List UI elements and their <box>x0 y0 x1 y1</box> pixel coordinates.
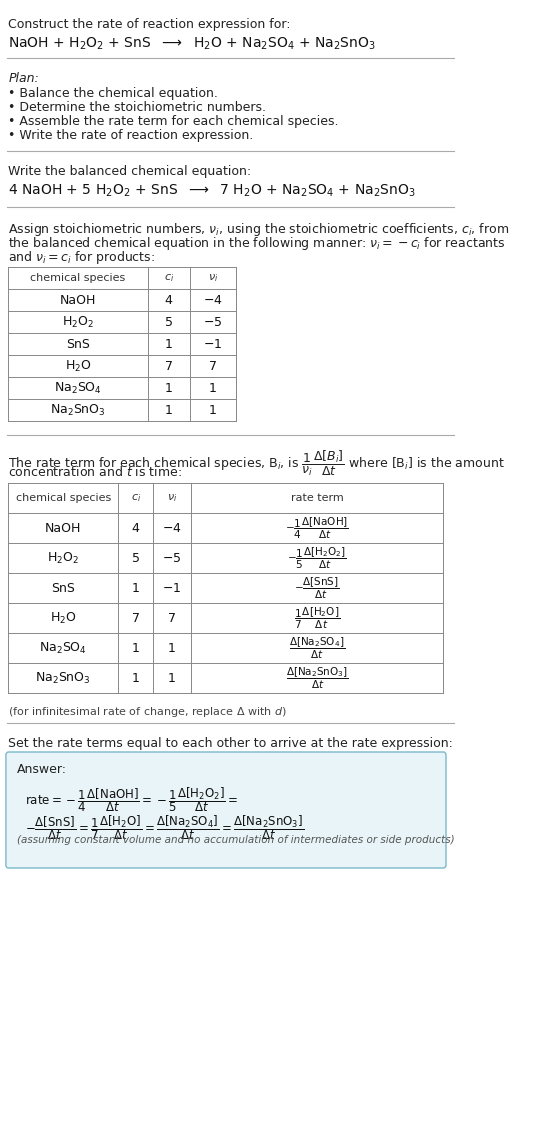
Text: 1: 1 <box>132 671 140 684</box>
Text: $c_i$: $c_i$ <box>130 492 141 504</box>
Text: 1: 1 <box>209 404 217 417</box>
Text: 1: 1 <box>165 338 173 351</box>
Text: (assuming constant volume and no accumulation of intermediates or side products): (assuming constant volume and no accumul… <box>17 835 454 846</box>
Text: (for infinitesimal rate of change, replace $\Delta$ with $d$): (for infinitesimal rate of change, repla… <box>8 706 287 719</box>
Text: $\dfrac{\Delta[\mathrm{Na_2SnO_3}]}{\Delta t}$: $\dfrac{\Delta[\mathrm{Na_2SnO_3}]}{\Del… <box>286 666 348 691</box>
Text: $-5$: $-5$ <box>203 315 223 329</box>
Text: NaOH: NaOH <box>60 294 96 306</box>
Text: Write the balanced chemical equation:: Write the balanced chemical equation: <box>8 165 252 178</box>
Text: $-1$: $-1$ <box>162 582 182 594</box>
Text: $-1$: $-1$ <box>203 338 223 351</box>
Text: SnS: SnS <box>66 338 90 351</box>
Text: Na$_2$SO$_4$: Na$_2$SO$_4$ <box>39 641 87 655</box>
Text: Plan:: Plan: <box>8 72 39 85</box>
Text: $c_i$: $c_i$ <box>163 272 174 283</box>
Text: 1: 1 <box>209 381 217 395</box>
Text: $-\dfrac{1}{5}\dfrac{\Delta[\mathrm{H_2O_2}]}{\Delta t}$: $-\dfrac{1}{5}\dfrac{\Delta[\mathrm{H_2O… <box>287 545 347 570</box>
Text: 1: 1 <box>168 642 176 654</box>
Text: $\dfrac{1}{7}\dfrac{\Delta[\mathrm{H_2O}]}{\Delta t}$: $\dfrac{1}{7}\dfrac{\Delta[\mathrm{H_2O}… <box>294 605 340 630</box>
Text: $-\dfrac{\Delta[\mathrm{SnS}]}{\Delta t}$: $-\dfrac{\Delta[\mathrm{SnS}]}{\Delta t}… <box>294 576 340 601</box>
Text: H$_2$O: H$_2$O <box>50 610 76 626</box>
Text: $-4$: $-4$ <box>162 521 182 535</box>
Text: • Write the rate of reaction expression.: • Write the rate of reaction expression. <box>8 129 254 142</box>
Text: $-5$: $-5$ <box>162 552 182 564</box>
Text: 1: 1 <box>132 642 140 654</box>
Text: NaOH + H$_2$O$_2$ + SnS  $\longrightarrow$  H$_2$O + Na$_2$SO$_4$ + Na$_2$SnO$_3: NaOH + H$_2$O$_2$ + SnS $\longrightarrow… <box>8 36 376 52</box>
Text: 4 NaOH + 5 H$_2$O$_2$ + SnS  $\longrightarrow$  7 H$_2$O + Na$_2$SO$_4$ + Na$_2$: 4 NaOH + 5 H$_2$O$_2$ + SnS $\longrighta… <box>8 183 416 199</box>
Text: 1: 1 <box>165 381 173 395</box>
Text: $\dfrac{\Delta[\mathrm{Na_2SO_4}]}{\Delta t}$: $\dfrac{\Delta[\mathrm{Na_2SO_4}]}{\Delt… <box>289 635 345 661</box>
Text: the balanced chemical equation in the following manner: $\nu_i = -c_i$ for react: the balanced chemical equation in the fo… <box>8 236 506 251</box>
Text: • Balance the chemical equation.: • Balance the chemical equation. <box>8 86 218 100</box>
Text: 5: 5 <box>165 315 173 329</box>
Text: The rate term for each chemical species, B$_i$, is $\dfrac{1}{\nu_i}\dfrac{\Delt: The rate term for each chemical species,… <box>8 450 505 478</box>
Text: Construct the rate of reaction expression for:: Construct the rate of reaction expressio… <box>8 18 291 31</box>
Text: and $\nu_i = c_i$ for products:: and $\nu_i = c_i$ for products: <box>8 249 156 266</box>
Text: 7: 7 <box>165 360 173 372</box>
Text: Na$_2$SO$_4$: Na$_2$SO$_4$ <box>54 380 102 396</box>
Text: $-\dfrac{1}{4}\dfrac{\Delta[\mathrm{NaOH}]}{\Delta t}$: $-\dfrac{1}{4}\dfrac{\Delta[\mathrm{NaOH… <box>285 516 349 541</box>
Text: H$_2$O$_2$: H$_2$O$_2$ <box>62 314 94 330</box>
Text: $-\dfrac{\Delta[\mathrm{SnS}]}{\Delta t} = \dfrac{1}{7}\dfrac{\Delta[\mathrm{H_2: $-\dfrac{\Delta[\mathrm{SnS}]}{\Delta t}… <box>25 813 305 842</box>
Text: 1: 1 <box>165 404 173 417</box>
Text: 4: 4 <box>165 294 173 306</box>
Text: Assign stoichiometric numbers, $\nu_i$, using the stoichiometric coefficients, $: Assign stoichiometric numbers, $\nu_i$, … <box>8 221 509 238</box>
Text: Set the rate terms equal to each other to arrive at the rate expression:: Set the rate terms equal to each other t… <box>8 737 453 750</box>
Text: • Assemble the rate term for each chemical species.: • Assemble the rate term for each chemic… <box>8 115 339 127</box>
Text: concentration and $t$ is time:: concentration and $t$ is time: <box>8 465 182 479</box>
Text: rate term: rate term <box>290 493 343 503</box>
Text: $\mathrm{rate} = -\dfrac{1}{4}\dfrac{\Delta[\mathrm{NaOH}]}{\Delta t} = -\dfrac{: $\mathrm{rate} = -\dfrac{1}{4}\dfrac{\De… <box>25 785 239 814</box>
Text: 4: 4 <box>132 521 140 535</box>
Text: 7: 7 <box>168 611 176 625</box>
Text: $\nu_i$: $\nu_i$ <box>167 492 177 504</box>
Text: 7: 7 <box>132 611 140 625</box>
Text: chemical species: chemical species <box>16 493 111 503</box>
Text: 1: 1 <box>132 582 140 594</box>
Text: Na$_2$SnO$_3$: Na$_2$SnO$_3$ <box>50 403 106 418</box>
Text: Answer:: Answer: <box>17 762 67 776</box>
Text: 5: 5 <box>132 552 140 564</box>
FancyBboxPatch shape <box>6 752 446 868</box>
Text: H$_2$O: H$_2$O <box>65 358 91 373</box>
Text: chemical species: chemical species <box>31 273 126 283</box>
Text: H$_2$O$_2$: H$_2$O$_2$ <box>47 551 79 566</box>
Text: • Determine the stoichiometric numbers.: • Determine the stoichiometric numbers. <box>8 101 266 114</box>
Text: $\nu_i$: $\nu_i$ <box>207 272 218 283</box>
Text: NaOH: NaOH <box>45 521 81 535</box>
Text: $-4$: $-4$ <box>203 294 223 306</box>
Text: 1: 1 <box>168 671 176 684</box>
Text: Na$_2$SnO$_3$: Na$_2$SnO$_3$ <box>35 670 91 685</box>
Text: SnS: SnS <box>51 582 75 594</box>
Text: 7: 7 <box>209 360 217 372</box>
